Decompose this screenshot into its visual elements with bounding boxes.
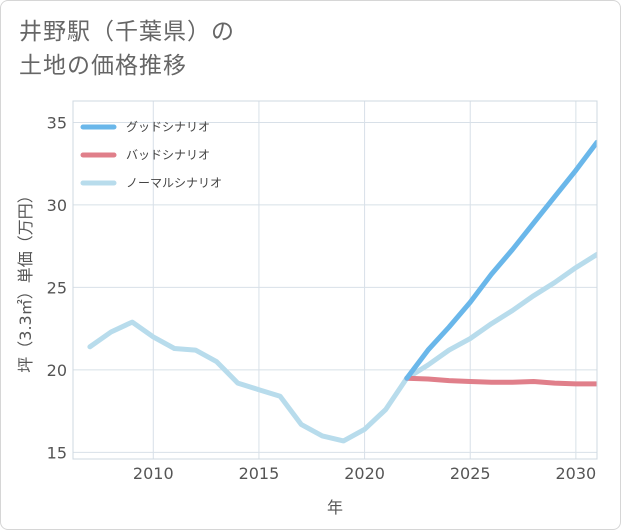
- y-axis-label: 坪（3.3㎡）単価（万円）: [16, 187, 35, 372]
- chart-title: 井野駅（千葉県）の 土地の価格推移: [19, 15, 235, 83]
- x-tick-label: 2025: [450, 464, 491, 483]
- x-tick-label: 2015: [239, 464, 280, 483]
- legend-label: バッドシナリオ: [126, 148, 210, 162]
- y-tick-label: 35: [47, 113, 67, 132]
- chart-title-line2: 土地の価格推移: [19, 53, 187, 79]
- plot-background: [73, 101, 597, 459]
- legend-label: グッドシナリオ: [126, 120, 210, 134]
- x-tick-label: 2020: [344, 464, 385, 483]
- legend-label: ノーマルシナリオ: [126, 176, 222, 190]
- plot-frame: [72, 100, 598, 460]
- x-tick-label: 2010: [133, 464, 174, 483]
- y-tick-label: 20: [47, 361, 67, 380]
- x-tick-label: 2030: [556, 464, 597, 483]
- x-axis-label: 年: [327, 498, 343, 517]
- series-line-good: [404, 139, 597, 381]
- grid: [73, 101, 597, 459]
- series-lines: [87, 139, 597, 444]
- series-line-bad: [404, 375, 597, 387]
- chart-title-line1: 井野駅（千葉県）の: [19, 19, 235, 45]
- y-tick-label: 15: [47, 443, 67, 462]
- y-tick-label: 30: [47, 196, 67, 215]
- series-line-normal: [87, 251, 597, 444]
- y-tick-label: 25: [47, 278, 67, 297]
